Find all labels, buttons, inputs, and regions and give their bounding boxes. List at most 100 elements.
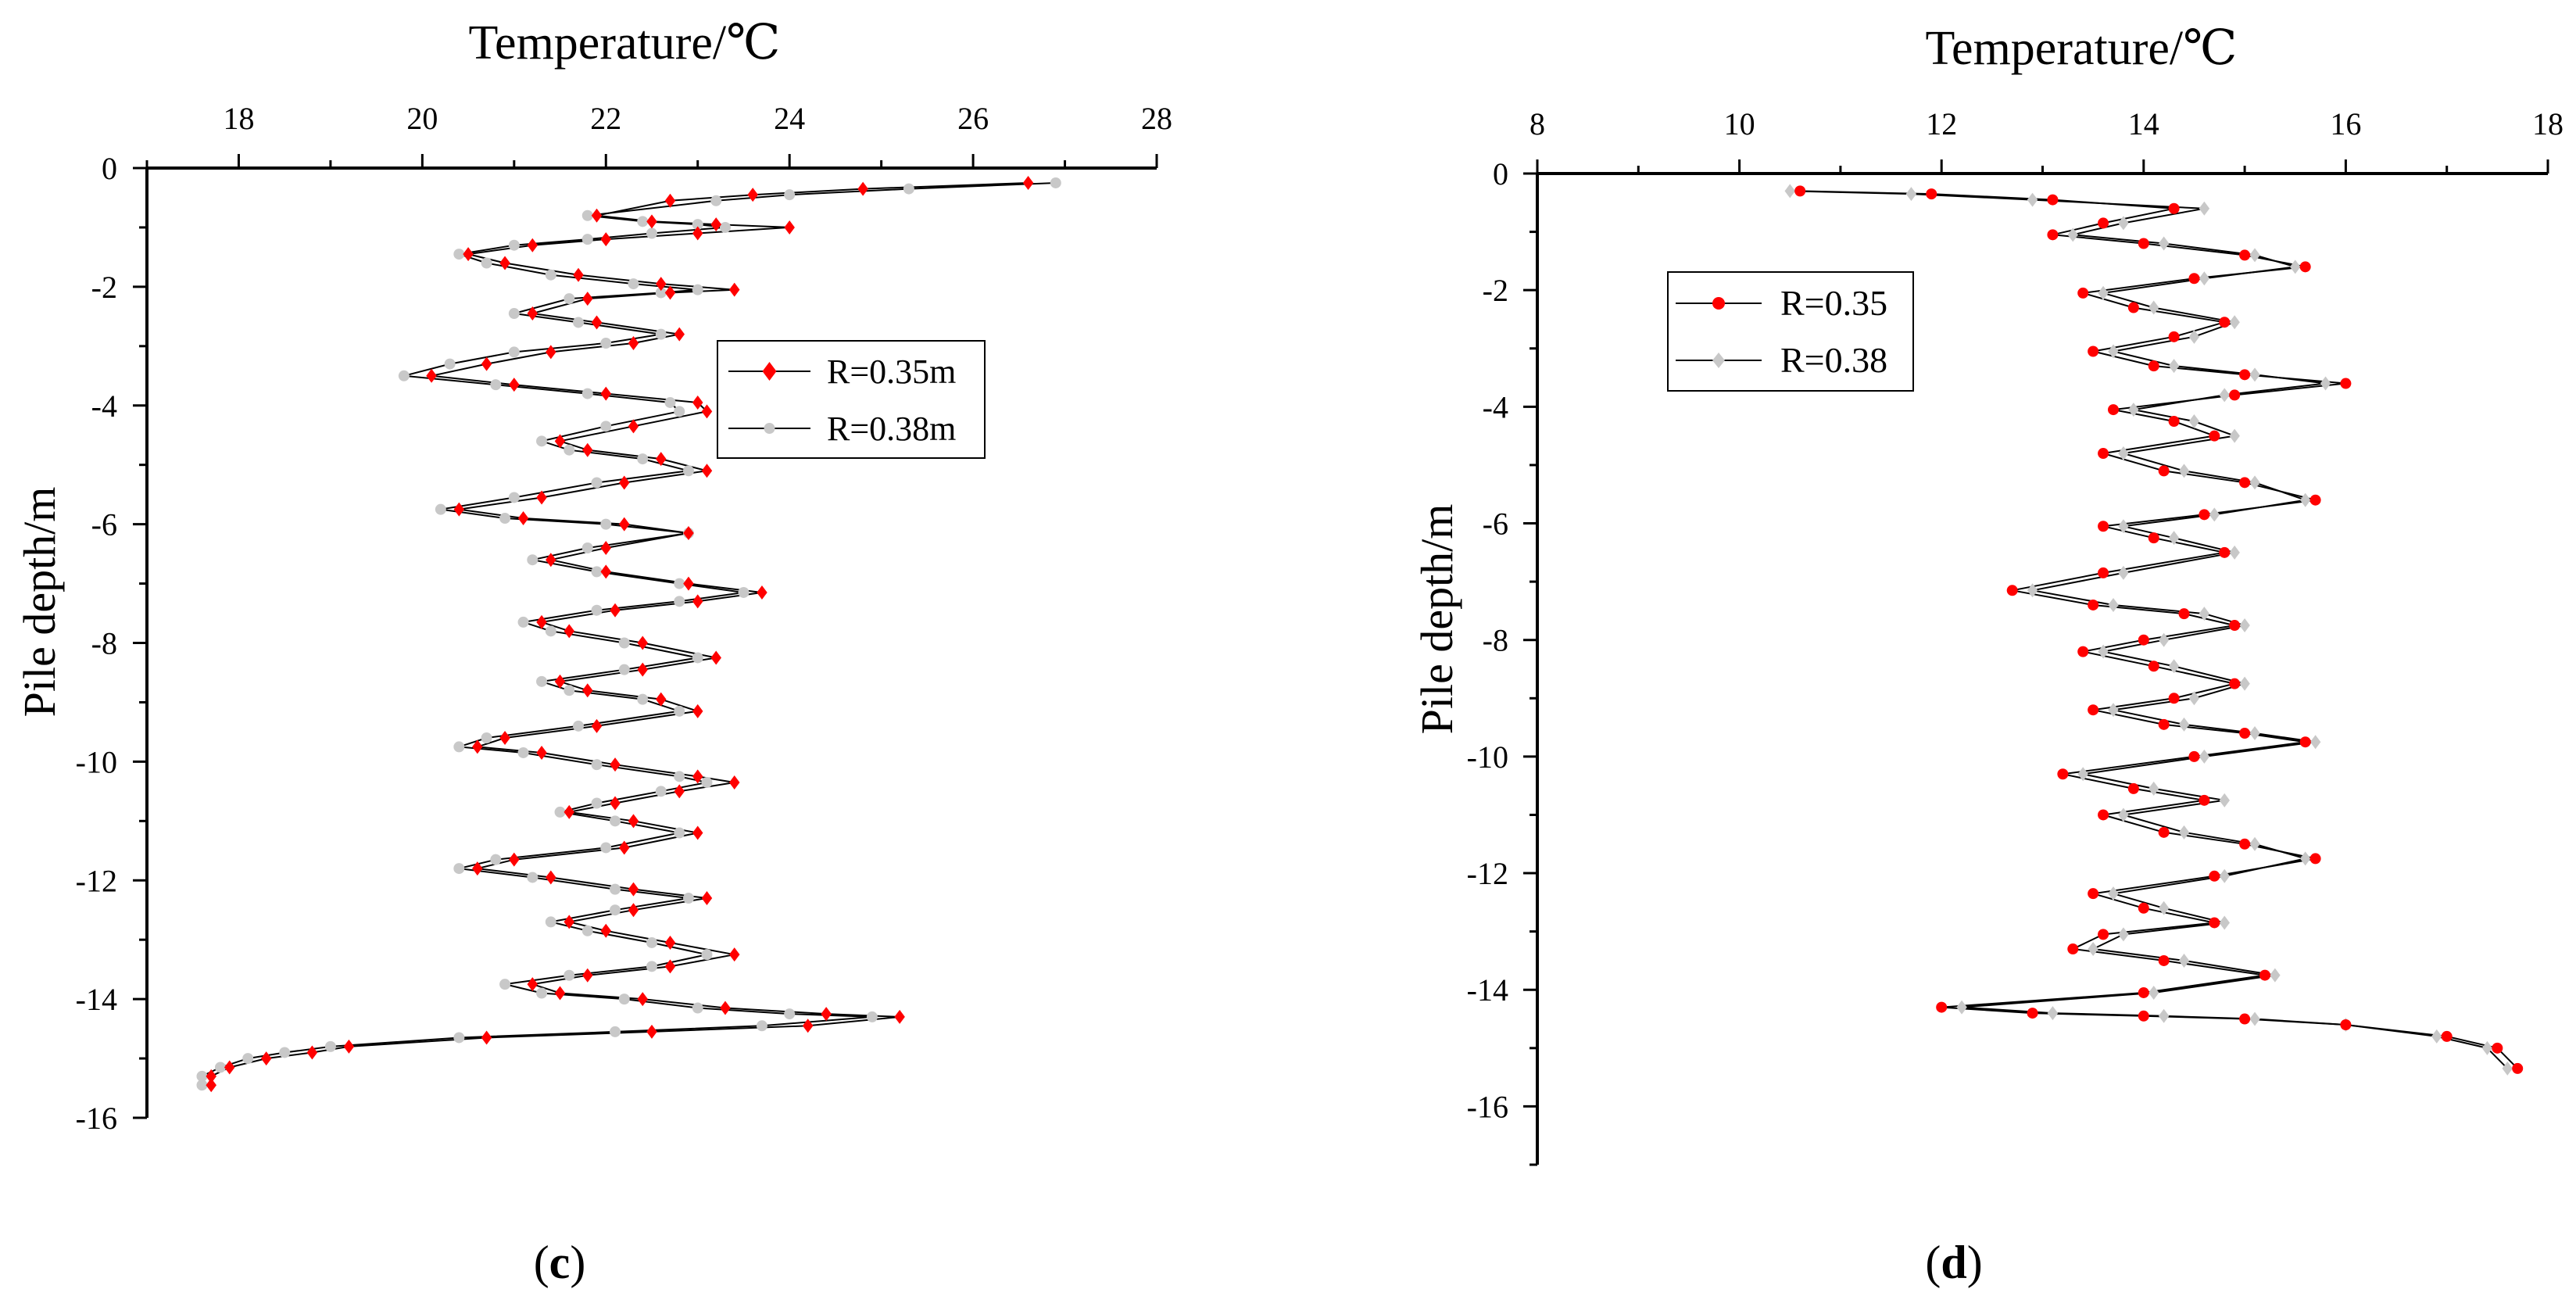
panel-c-series-1-point bbox=[472, 739, 483, 754]
panel-c-title: Temperature/℃ bbox=[469, 16, 781, 70]
panel-d-series-2-point bbox=[2299, 851, 2311, 866]
panel-d-series-1-point bbox=[2098, 567, 2109, 578]
panel-c-series-1-point bbox=[894, 1009, 905, 1024]
panel-d-series-1-point bbox=[2239, 728, 2251, 739]
panel-c-series-2-point bbox=[591, 566, 603, 578]
panel-c-legend-label-2: R=0.38m bbox=[827, 410, 956, 448]
panel-c-series-2-point bbox=[490, 379, 502, 391]
panel-d-label: (d) bbox=[1925, 1237, 1982, 1288]
panel-c-series-1-point bbox=[481, 356, 492, 371]
panel-c-series-2-point bbox=[517, 616, 529, 628]
panel-c-series-1-point bbox=[692, 825, 703, 840]
panel-c-series-1-point bbox=[701, 891, 713, 906]
panel-d-series-2-point bbox=[2027, 192, 2038, 207]
panel-c-series-2-point bbox=[1050, 177, 1061, 188]
panel-c-series-1-point bbox=[619, 517, 630, 532]
panel-c-series-1-point bbox=[600, 541, 612, 555]
panel-c-series-2-point bbox=[564, 969, 575, 981]
panel-c-series-1-point bbox=[463, 247, 474, 262]
panel-d-series-2-point bbox=[2118, 927, 2129, 942]
panel-c-series-1-point bbox=[564, 624, 575, 639]
panel-c-series-1-point bbox=[582, 968, 593, 983]
panel-c-series-2-point bbox=[682, 465, 694, 477]
panel-d-series-1-point bbox=[2239, 249, 2251, 261]
panel-c-legend: R=0.35m R=0.38m bbox=[717, 340, 986, 459]
panel-d-axes bbox=[1523, 159, 2549, 1166]
panel-d-series-1-point bbox=[2492, 1042, 2503, 1054]
panel-c-series-1-point bbox=[527, 977, 538, 992]
panel-c-series-2-point bbox=[196, 1079, 208, 1091]
panel-d-series-1-point bbox=[2239, 369, 2251, 381]
panel-d-series-1-point bbox=[2259, 969, 2270, 981]
panel-d-series-2-point bbox=[2219, 915, 2230, 930]
panel-d-y-tick-label: -16 bbox=[1467, 1089, 1508, 1124]
panel-c-series-1-point bbox=[728, 947, 740, 962]
panel-c-series-2-point bbox=[674, 827, 685, 839]
panel-c-ylabel: Pile depth/m bbox=[14, 487, 65, 718]
panel-c-y-tick-label: -12 bbox=[76, 863, 117, 898]
panel-d-series-2-point bbox=[2118, 519, 2129, 534]
panel-c-series-2-point bbox=[618, 994, 630, 1005]
panel-c-series-2-point bbox=[610, 904, 621, 916]
panel-c-y-tick-label: 0 bbox=[102, 151, 117, 186]
panel-d-series-1-point bbox=[2138, 634, 2149, 646]
panel-c-series-1-point bbox=[610, 603, 621, 618]
panel-c-series-2-point bbox=[435, 503, 446, 515]
panel-c-y-tick-label: -14 bbox=[76, 982, 117, 1017]
panel-c-series-2-point bbox=[600, 518, 612, 530]
panel-d-series-1-point bbox=[2239, 477, 2251, 489]
panel-d-series-1-point bbox=[2138, 238, 2149, 249]
panel-c-axes bbox=[133, 154, 1158, 1119]
panel-c-series-2-point bbox=[903, 183, 914, 195]
panel-c-series-1-point bbox=[619, 475, 630, 490]
panel-d-series-1-point bbox=[2188, 750, 2200, 762]
panel-c-series-1-point bbox=[674, 784, 685, 799]
panel-c-series-1-point bbox=[610, 796, 621, 811]
panel-c-series-2-point bbox=[196, 1070, 208, 1082]
panel-c-series-2-line bbox=[201, 182, 1056, 1086]
panel-c-series-1-point bbox=[637, 992, 649, 1007]
panel-d-series-2-point bbox=[2128, 403, 2139, 417]
panel-c-series-2-point bbox=[701, 776, 713, 788]
panel-d-series-1-point bbox=[2057, 768, 2069, 780]
panel-c-series-1-point bbox=[674, 327, 685, 342]
panel-c-series-2-point bbox=[573, 720, 585, 732]
panel-d-series-2-point bbox=[2249, 1011, 2260, 1026]
panel-c-series-1-point bbox=[710, 650, 721, 665]
panel-c-series bbox=[196, 175, 1061, 1093]
panel-d-series-2-point bbox=[1956, 1000, 1967, 1015]
panel-d-series-1-point bbox=[2047, 194, 2059, 206]
panel-c-series-2-point bbox=[682, 893, 694, 904]
panel-d-series-2-point bbox=[2219, 868, 2230, 883]
panel-c-series-2-point bbox=[618, 637, 630, 649]
panel-d-series-2-point bbox=[2309, 735, 2321, 750]
panel-c-series-1-point bbox=[747, 188, 758, 202]
panel-d-series-2-point bbox=[2148, 781, 2159, 796]
panel-c-y-tick-label: -2 bbox=[91, 270, 117, 305]
panel-c-series-2-point bbox=[581, 388, 593, 399]
panel-d-series-2-point bbox=[2481, 1040, 2493, 1055]
panel-c-series-2-point bbox=[655, 287, 667, 299]
panel-d-series-2-point bbox=[2199, 271, 2210, 286]
panel-c-series-1-point bbox=[206, 1069, 216, 1083]
panel-c-series-2-point bbox=[545, 625, 556, 637]
panel-d-series-2-point bbox=[2249, 248, 2260, 263]
panel-c-series-1-point bbox=[499, 731, 510, 745]
panel-d-tick-labels: 8 10 12 14 16 18 0 -2 -4 -6 -8 -10 -12 -14 -16 bbox=[1467, 106, 2563, 1124]
panel-c-series-1-point bbox=[664, 193, 676, 208]
panel-d-series-2-point bbox=[2249, 475, 2260, 490]
panel-d-series-2-point bbox=[2168, 359, 2180, 374]
panel-d-x-tick-label: 8 bbox=[1530, 106, 1545, 141]
panel-c-series-1-point bbox=[683, 526, 694, 541]
panel-d-series-1-point bbox=[2199, 509, 2210, 521]
panel-d-legend-label-2: R=0.38 bbox=[1780, 340, 1887, 380]
panel-c-series-2-point bbox=[508, 346, 520, 358]
panel-d-y-tick-label: -14 bbox=[1467, 972, 1508, 1008]
panel-c-series-1-point bbox=[546, 553, 556, 567]
panel-c-legend-box bbox=[717, 340, 986, 459]
panel-d-series-2-point bbox=[2188, 691, 2200, 706]
panel-c-series-2-point bbox=[453, 249, 465, 260]
panel-c-series-1-point bbox=[857, 181, 868, 196]
panel-d-series-1-point bbox=[2340, 1019, 2352, 1030]
panel-d-series-1-point bbox=[2138, 986, 2149, 998]
